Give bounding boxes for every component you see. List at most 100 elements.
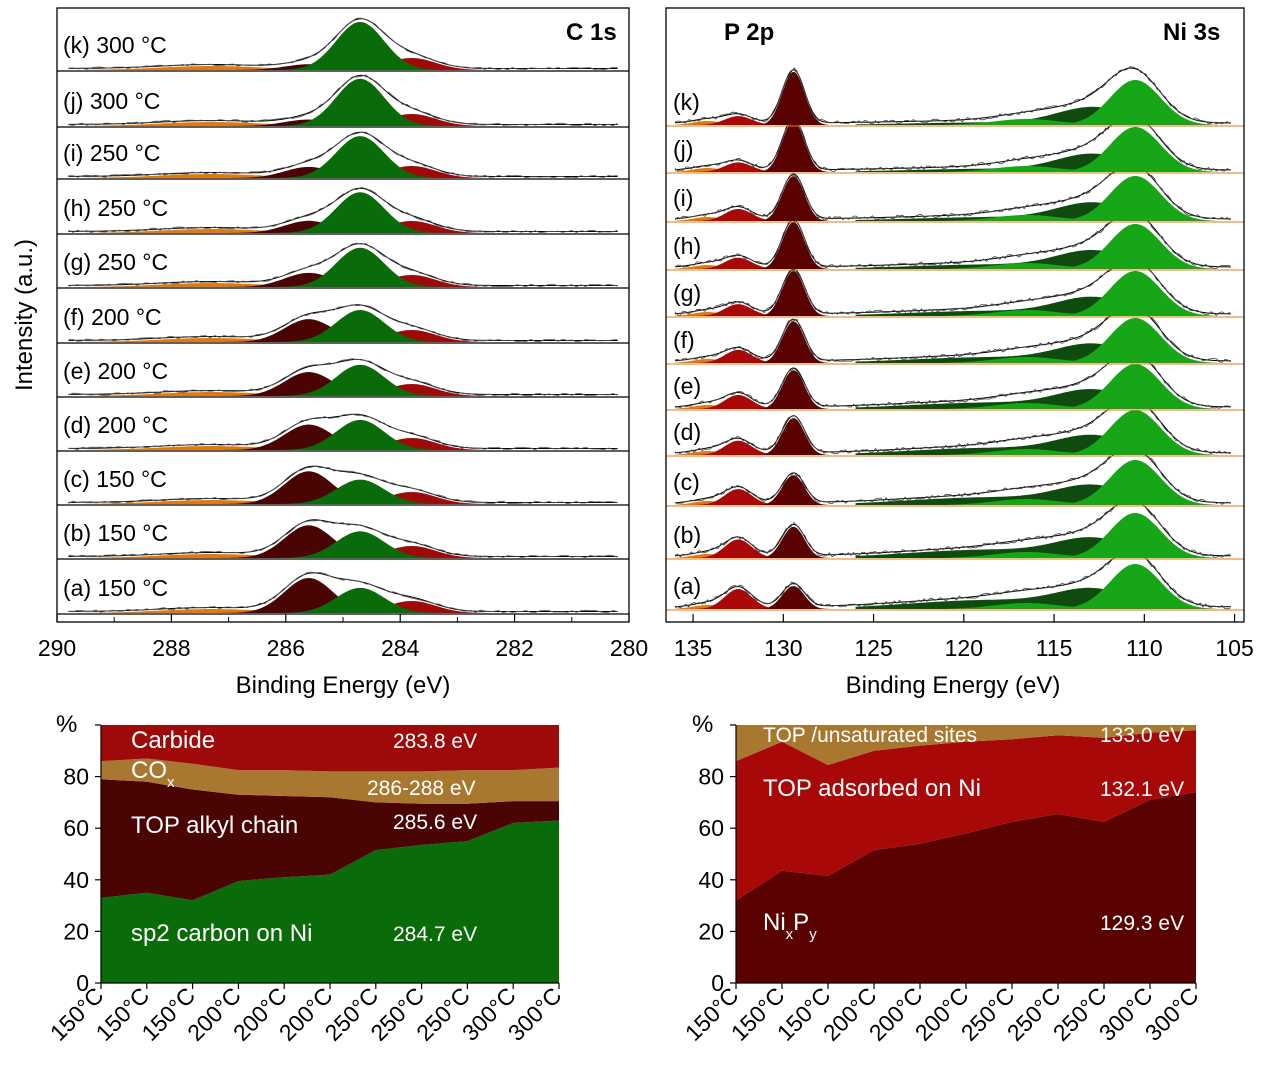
y-tick-label: 0	[76, 970, 89, 996]
ni3s-minor	[945, 499, 1109, 505]
alkyl-component	[200, 525, 429, 558]
y-tick-label: 0	[711, 970, 724, 996]
series-label: 285.6 eV	[393, 811, 477, 834]
c1s-spectrum: (c) 150 °C	[57, 465, 629, 506]
nixpy-component	[756, 526, 829, 558]
c1s-x-tick-label: 288	[152, 635, 190, 661]
sp2-component	[240, 310, 469, 342]
y-tick-label: 40	[698, 867, 724, 893]
c1s-sample-label: (f) 200 °C	[63, 304, 162, 330]
area1-ylabel: %	[56, 711, 77, 738]
c1s-x-tick-label: 282	[495, 635, 533, 661]
series-label: TOP alkyl chain	[131, 812, 298, 839]
p2p-sample-label: (c)	[673, 469, 700, 495]
p2p-sample-label: (d)	[673, 419, 701, 445]
series-label: sp2 carbon on Ni	[131, 920, 312, 947]
series-label: 284.7 eV	[393, 923, 477, 946]
ni3s-main	[1036, 176, 1217, 221]
p2p-x-tick-label: 115	[1036, 635, 1073, 661]
area2-ylabel: %	[692, 711, 713, 738]
ni3s-minor	[945, 166, 1109, 172]
c1s-spectrum: (d) 200 °C	[57, 412, 629, 452]
c1s-raw-spectrum	[68, 358, 618, 397]
c-composition-chart: 020406080150°C150°C150°C200°C200°C200°C2…	[45, 724, 567, 1046]
y-tick-label: 80	[698, 764, 724, 790]
nixpy-component	[756, 71, 829, 125]
p2p-title: P 2p	[724, 19, 774, 46]
series-label: TOP adsorbed on Ni	[763, 775, 981, 802]
sp2-component	[240, 419, 469, 450]
series-label: TOP /unsaturated sites	[763, 724, 977, 747]
sp2-component	[240, 22, 469, 70]
c1s-panel: (a) 150 °C (b) 150 °C (c) 150 °C (d) 200 °C…	[57, 17, 629, 615]
c1s-sample-label: (h) 250 °C	[63, 195, 168, 221]
p2p-sample-label: (k)	[673, 89, 700, 115]
c1s-raw-spectrum	[68, 131, 618, 179]
sp2-component	[240, 192, 469, 233]
x-tick-label: 300°C	[1140, 982, 1204, 1046]
c1s-ylabel: Intensity (a.u.)	[11, 239, 38, 391]
top-adsorbed-component	[684, 257, 784, 269]
top-adsorbed-component	[684, 539, 784, 558]
c1s-envelope	[68, 243, 618, 286]
ni3s-main	[1036, 80, 1217, 125]
p2p-spectrum: (h)	[666, 209, 1244, 271]
c1s-sample-label: (d) 200 °C	[63, 412, 168, 438]
p2p-x-tick-label: 105	[1215, 635, 1253, 661]
ni3s-main	[1036, 127, 1217, 172]
c1s-envelope	[68, 358, 618, 395]
ni3s-minor	[945, 357, 1109, 363]
ni3s-minor	[945, 263, 1109, 269]
nixpy-component	[756, 418, 829, 455]
p2p-spectrum: (k)	[666, 66, 1244, 127]
area-series	[101, 779, 559, 901]
c1s-raw-spectrum	[68, 571, 618, 614]
y-tick-label: 20	[63, 918, 89, 944]
sp2-component	[240, 247, 469, 287]
c1s-title: C 1s	[566, 19, 617, 46]
nixpy-component	[756, 475, 829, 505]
top-adsorbed-component	[684, 489, 784, 505]
series-label: NixPy	[763, 909, 817, 943]
c1s-sample-label: (j) 300 °C	[63, 88, 160, 114]
series-label: 283.8 eV	[393, 730, 477, 753]
area-series	[736, 730, 1196, 901]
p2p-sample-label: (b)	[673, 522, 701, 548]
p2p-spectrum: (c)	[666, 445, 1244, 507]
nixpy-component	[756, 586, 829, 609]
p2p-panel: (a) (b) (c) (d) (e) (f) (g) (h) (i) (j) (k)	[666, 66, 1244, 611]
area-series	[101, 820, 559, 983]
c1s-xlabel: Binding Energy (eV)	[236, 672, 451, 699]
c1s-x-tick-label: 280	[610, 635, 648, 661]
c1s-spectrum: (h) 250 °C	[57, 186, 629, 235]
y-tick-label: 20	[698, 918, 724, 944]
c1s-raw-spectrum	[68, 242, 618, 288]
ni3s-main	[1036, 224, 1217, 269]
ni3s-minor	[945, 403, 1109, 409]
c1s-sample-label: (e) 200 °C	[63, 358, 168, 384]
ni3s-main	[1036, 318, 1217, 363]
p2p-x-tick-label: 110	[1126, 635, 1163, 661]
c1s-spectrum: (i) 250 °C	[57, 131, 629, 180]
c1s-raw-spectrum	[68, 186, 618, 234]
ni3s-main	[1036, 564, 1217, 609]
c1s-sample-label: (a) 150 °C	[63, 575, 168, 601]
ni3s-main	[1036, 271, 1217, 316]
p2p-x-tick-label: 135	[674, 635, 712, 661]
c1s-spectrum: (f) 200 °C	[57, 304, 629, 344]
c1s-sample-label: (i) 250 °C	[63, 140, 160, 166]
alkyl-component	[200, 471, 429, 504]
c1s-raw-spectrum	[68, 519, 618, 558]
sp2-component	[240, 78, 469, 126]
p2p-spectrum: (b)	[666, 497, 1244, 560]
p2p-spectrum: (d)	[666, 394, 1244, 457]
ni3s-minor	[945, 603, 1109, 609]
c1s-spectrum: (a) 150 °C	[57, 571, 629, 615]
x-tick-label: 300°C	[503, 982, 567, 1046]
ni3s-main	[1036, 513, 1217, 558]
p2p-raw-spectrum	[674, 66, 1231, 125]
p-composition-chart: 020406080150°C150°C150°C200°C200°C200°C2…	[680, 724, 1204, 1046]
p2p-sample-label: (f)	[673, 327, 695, 353]
top-adsorbed-component	[684, 589, 784, 609]
